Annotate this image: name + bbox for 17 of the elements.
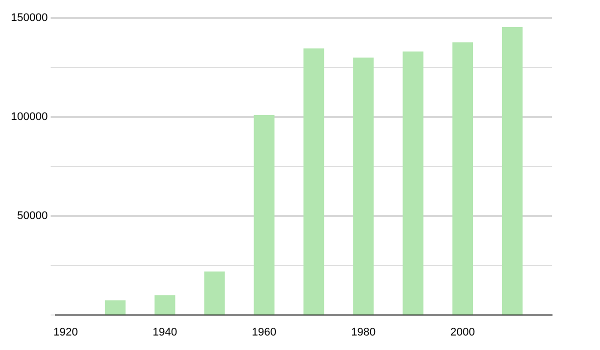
- bar: [353, 58, 374, 315]
- bar: [204, 272, 225, 315]
- bar: [402, 52, 424, 315]
- bar: [502, 26, 523, 315]
- x-tick-label: 2000: [450, 326, 475, 338]
- bar: [104, 300, 126, 315]
- x-tick-label: 1940: [152, 326, 178, 338]
- x-tick-label: 1980: [351, 326, 376, 338]
- x-tick-label: 1920: [53, 326, 78, 338]
- bar: [154, 295, 176, 315]
- y-tick-label: 50000: [17, 210, 48, 222]
- y-tick-label: 100000: [10, 110, 48, 123]
- x-tick-label: 1960: [252, 326, 276, 338]
- bar: [303, 48, 324, 315]
- bar: [254, 115, 274, 315]
- bar: [452, 42, 473, 315]
- y-tick-label: 150000: [10, 12, 48, 24]
